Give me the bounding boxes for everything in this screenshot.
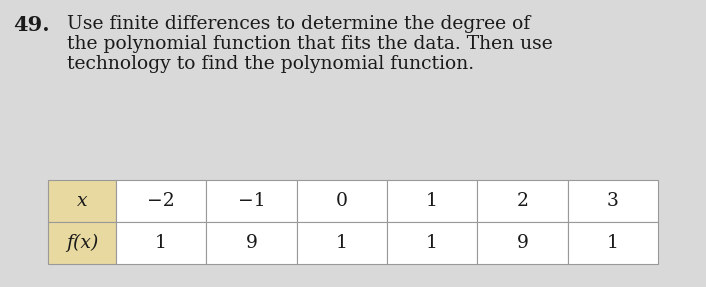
Text: 9: 9 [517, 234, 528, 252]
Bar [116, 180, 206, 222]
Text: 1: 1 [155, 234, 167, 252]
Bar [297, 180, 387, 222]
Text: 3: 3 [607, 192, 618, 210]
Text: 1: 1 [426, 192, 438, 210]
Bar [48, 222, 116, 264]
Text: 1: 1 [607, 234, 618, 252]
Text: 0: 0 [336, 192, 348, 210]
Text: the polynomial function that fits the data. Then use: the polynomial function that fits the da… [67, 35, 553, 53]
Bar [116, 222, 206, 264]
Bar [568, 180, 658, 222]
Text: −2: −2 [148, 192, 175, 210]
Bar [387, 222, 477, 264]
Bar [297, 222, 387, 264]
Text: 1: 1 [426, 234, 438, 252]
Bar [477, 180, 568, 222]
Text: 9: 9 [246, 234, 258, 252]
Text: Use finite differences to determine the degree of: Use finite differences to determine the … [67, 15, 530, 33]
Bar [206, 222, 297, 264]
Text: f(x): f(x) [66, 234, 98, 252]
Text: 2: 2 [517, 192, 529, 210]
Text: technology to find the polynomial function.: technology to find the polynomial functi… [67, 55, 474, 73]
Bar [387, 180, 477, 222]
Text: x: x [77, 192, 88, 210]
Bar [477, 222, 568, 264]
Bar [206, 180, 297, 222]
Text: 1: 1 [336, 234, 348, 252]
Text: −1: −1 [238, 192, 265, 210]
Text: 49.: 49. [13, 15, 49, 35]
Bar [568, 222, 658, 264]
Bar [48, 180, 116, 222]
